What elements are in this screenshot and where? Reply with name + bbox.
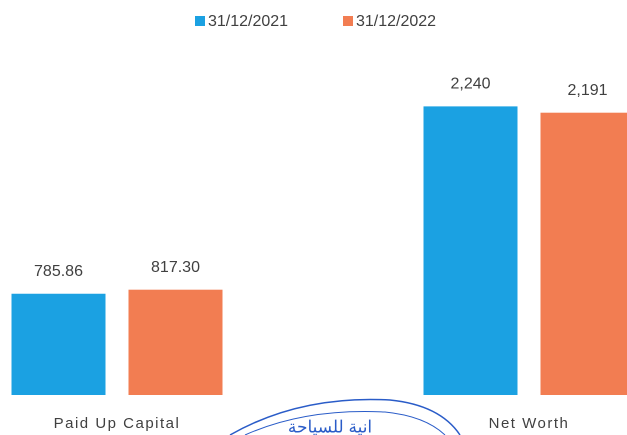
- legend-swatch: [195, 16, 205, 26]
- x-tick-label: Paid Up Capital: [54, 415, 181, 432]
- legend-label: 31/12/2021: [208, 13, 288, 30]
- bar: [128, 289, 223, 395]
- legend-label: 31/12/2022: [356, 13, 436, 30]
- data-label: 2,240: [450, 76, 490, 93]
- legend-swatch: [343, 16, 353, 26]
- bar: [423, 106, 518, 395]
- data-label: 817.30: [151, 259, 200, 276]
- bar: [11, 293, 106, 395]
- x-tick-label: Net Worth: [489, 415, 570, 432]
- stamp-text: انية للسياحة: [288, 417, 372, 435]
- data-label: 785.86: [34, 263, 83, 280]
- data-label: 2,191: [567, 82, 607, 99]
- stamp-arc: [244, 411, 446, 435]
- stamp-arc: [229, 398, 461, 435]
- bar: [540, 112, 627, 396]
